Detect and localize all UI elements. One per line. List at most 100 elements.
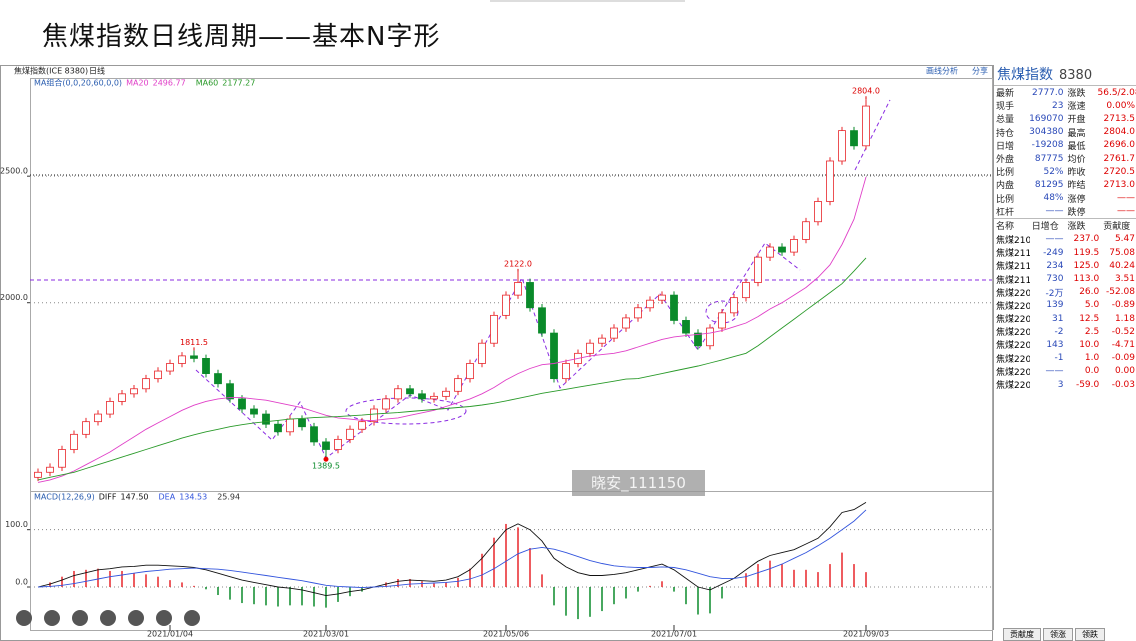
- macd-line: [37, 509, 867, 589]
- quote-value: 2696.0: [1103, 140, 1136, 151]
- constituent-row: 焦煤2201M -2万 26.0 -52.08: [994, 286, 1136, 299]
- x-tick-label: 2021/07/01: [651, 630, 697, 639]
- control-button[interactable]: [184, 610, 200, 626]
- constituent-cell: 237.0: [1073, 234, 1100, 245]
- constituent-row: 焦煤2207 —— 0.0 0.00: [994, 365, 1136, 378]
- column-header: 贡献度: [1103, 222, 1131, 233]
- quote-label: 外盘: [996, 155, 1015, 166]
- x-tick-label: 2021/01/04: [147, 630, 193, 639]
- constituent-cell: 5.0: [1084, 300, 1100, 311]
- quote-label: 持仓: [996, 128, 1015, 139]
- constituent-cell: 10.0: [1079, 339, 1100, 350]
- candle-body: [250, 408, 258, 415]
- candle-body: [214, 373, 222, 385]
- candle-body: [70, 433, 78, 450]
- toolbar-period: 日线: [89, 66, 105, 76]
- ma-line: [37, 176, 867, 483]
- constituent-cell: 3.51: [1114, 274, 1135, 285]
- constituent-cell: 234: [1046, 260, 1064, 271]
- low-marker: [323, 456, 329, 462]
- quote-row: 外盘 87775 均价 2761.7: [994, 152, 1136, 166]
- candle-body: [34, 471, 42, 478]
- column-header: 名称: [996, 222, 1015, 233]
- constituent-row: 焦煤2109 —— 237.0 5.47: [994, 233, 1136, 246]
- candle-body: [622, 317, 630, 329]
- constituent-cell: -4.71: [1111, 339, 1135, 350]
- legend-text: 25.94: [217, 493, 240, 502]
- constituent-row: 焦煤2202 139 5.0 -0.89: [994, 299, 1136, 312]
- candle-body: [106, 401, 114, 415]
- constituent-row: 焦煤2205 143 10.0 -4.71: [994, 338, 1136, 352]
- candle-body: [142, 378, 150, 390]
- quote-value: 2804.0: [1103, 127, 1136, 138]
- constituent-cell: -52.08: [1105, 287, 1135, 298]
- candle-body: [814, 201, 822, 223]
- constituent-cell: -0.09: [1111, 353, 1135, 364]
- consolidation-ellipse: [345, 397, 467, 425]
- price-annotation: 2122.0: [504, 259, 532, 268]
- constituent-cell: 1.18: [1114, 313, 1135, 324]
- candle-body: [598, 337, 606, 344]
- candle-body: [526, 282, 534, 309]
- toolbar-draw[interactable]: 画线分析: [926, 66, 958, 76]
- control-button[interactable]: [156, 610, 172, 626]
- legend-text: MACD(12,26,9): [34, 493, 95, 502]
- quote-label: 涨停: [1067, 194, 1086, 205]
- candle-body: [658, 294, 666, 301]
- quote-label: 杠杆: [996, 207, 1015, 218]
- y-tick-label: 2500.0: [0, 167, 28, 176]
- n-shape-path: [195, 242, 801, 459]
- control-button[interactable]: [44, 610, 60, 626]
- constituent-cell: 0.00: [1114, 366, 1135, 377]
- legend-text: 134.53: [179, 493, 207, 502]
- quote-row: 内盘 81295 昨结 2713.0: [994, 178, 1136, 192]
- constituent-row: 焦煤2204 -2 2.5 -0.52: [994, 325, 1136, 339]
- quote-label: 最低: [1067, 141, 1086, 152]
- control-button[interactable]: [100, 610, 116, 626]
- candle-body: [154, 370, 162, 380]
- constituent-cell: ——: [1045, 366, 1064, 377]
- candle-body: [322, 441, 330, 450]
- control-button[interactable]: [128, 610, 144, 626]
- constituent-cell: 75.08: [1109, 247, 1135, 258]
- candle-body: [862, 105, 870, 147]
- quote-label: 开盘: [1067, 115, 1086, 126]
- price-annotation: 1811.5: [180, 338, 208, 347]
- candle-body: [478, 342, 486, 364]
- legend-text: 2496.77: [153, 79, 186, 88]
- panel-tabs: 贡献度 领涨 领跌: [1003, 628, 1107, 641]
- candle-body: [310, 426, 318, 443]
- constituent-cell: 焦煤2207: [996, 367, 1030, 378]
- quote-value: ——: [1117, 206, 1135, 217]
- constituent-row: 焦煤2111 234 125.0 40.24: [994, 259, 1136, 273]
- quote-label: 昨结: [1067, 181, 1086, 192]
- toolbar-share[interactable]: 分享: [972, 66, 988, 76]
- quote-value: 2761.7: [1103, 153, 1136, 164]
- candle-body: [838, 130, 846, 162]
- panel-header: 焦煤指数 8380: [994, 65, 1136, 86]
- constituent-cell: 31: [1052, 313, 1064, 324]
- control-button[interactable]: [72, 610, 88, 626]
- candle-body: [82, 421, 90, 435]
- panel-tab[interactable]: 领涨: [1043, 628, 1073, 641]
- panel-tab[interactable]: 贡献度: [1003, 628, 1041, 641]
- quote-row: 日增 -19208 最低 2696.0: [994, 139, 1136, 152]
- constituent-cell: 139: [1046, 300, 1064, 311]
- quote-label: 跌停: [1067, 207, 1086, 218]
- candle-body: [610, 327, 618, 339]
- quote-value: 2713.5: [1103, 113, 1136, 124]
- constituent-row: 焦煤2112 730 113.0 3.51: [994, 272, 1136, 286]
- control-button[interactable]: [16, 610, 32, 626]
- legend-text: MA20: [126, 79, 149, 88]
- price-annotation: 1389.5: [312, 462, 340, 471]
- quote-row: 现手 23 涨速 0.00%: [994, 99, 1136, 113]
- panel-tab[interactable]: 领跌: [1075, 628, 1105, 641]
- constituent-cell: 焦煤2203: [996, 315, 1030, 326]
- slide-title: 焦煤指数日线周期——基本N字形: [42, 22, 441, 52]
- candle-body: [586, 342, 594, 354]
- quote-label: 比例: [996, 194, 1015, 205]
- quote-row: 持仓 304380 最高 2804.0: [994, 126, 1136, 139]
- quote-label: 现手: [996, 102, 1015, 113]
- candle-body: [718, 312, 726, 329]
